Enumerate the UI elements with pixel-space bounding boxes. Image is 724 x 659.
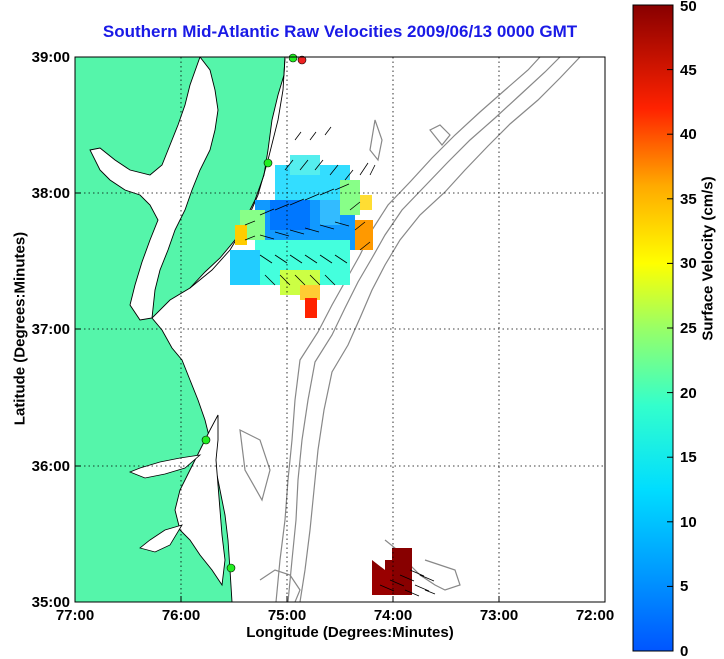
- y-tick-label: 35:00: [32, 594, 70, 611]
- colorbar-tick-label: 15: [680, 449, 697, 466]
- x-tick-label: 73:00: [480, 607, 518, 624]
- colorbar-tick-label: 35: [680, 191, 697, 208]
- colorbar-ticks: [667, 69, 673, 587]
- x-tick-labels: 77:00 76:00 75:00 74:00 73:00 72:00: [56, 607, 614, 624]
- colorbar-tick-label: 0: [680, 643, 688, 659]
- delmarva-coast: [189, 57, 286, 289]
- axis-ticks: [75, 192, 500, 602]
- x-tick-label: 75:00: [268, 607, 306, 624]
- sound-water: [174, 414, 226, 587]
- x-axis-label: Longitude (Degrees:Minutes): [246, 624, 454, 641]
- colorbar-tick-label: 5: [680, 578, 688, 595]
- sound-arm-south: [139, 524, 183, 553]
- x-tick-label: 74:00: [374, 607, 412, 624]
- colorbar-tick-label: 50: [680, 0, 697, 15]
- y-tick-label: 37:00: [32, 321, 70, 338]
- y-tick-label: 39:00: [32, 49, 70, 66]
- bay-water: [89, 57, 219, 321]
- bathymetry-contours: [239, 57, 581, 602]
- y-tick-label: 36:00: [32, 458, 70, 475]
- station-marker: [201, 435, 211, 445]
- station-marker: [288, 53, 298, 63]
- x-tick-label: 77:00: [56, 607, 94, 624]
- velocity-arrows-south: [379, 569, 436, 597]
- station-marker: [226, 563, 236, 573]
- station-markers: [201, 53, 307, 573]
- colorbar-tick-label: 20: [680, 385, 697, 402]
- colorbar: [632, 4, 674, 652]
- velocity-arrows: [244, 126, 376, 286]
- x-tick-label: 72:00: [576, 607, 614, 624]
- y-tick-labels: 39:00 38:00 37:00 36:00 35:00: [32, 49, 70, 611]
- sound-arm: [128, 454, 202, 479]
- colorbar-tick-label: 30: [680, 255, 697, 272]
- colorbar-tick-label: 25: [680, 320, 697, 337]
- station-marker: [263, 158, 273, 168]
- station-marker-red: [297, 55, 307, 65]
- grid-lines: [75, 57, 605, 602]
- chart-title: Southern Mid-Atlantic Raw Velocities 200…: [102, 22, 578, 41]
- x-tick-label: 76:00: [162, 607, 200, 624]
- colorbar-tick-labels: 0 5 10 15 20 25 30 35 40 45 50: [680, 0, 697, 659]
- colorbar-tick-label: 10: [680, 514, 697, 531]
- colorbar-tick-label: 40: [680, 126, 697, 143]
- y-tick-label: 38:00: [32, 185, 70, 202]
- colorbar-tick-label: 45: [680, 62, 697, 79]
